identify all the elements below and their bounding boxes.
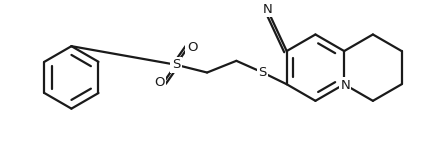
Text: N: N [263, 3, 273, 16]
Text: S: S [172, 58, 180, 71]
Text: N: N [340, 79, 350, 92]
Text: S: S [259, 66, 267, 79]
Text: O: O [187, 41, 197, 54]
Text: O: O [154, 76, 165, 89]
